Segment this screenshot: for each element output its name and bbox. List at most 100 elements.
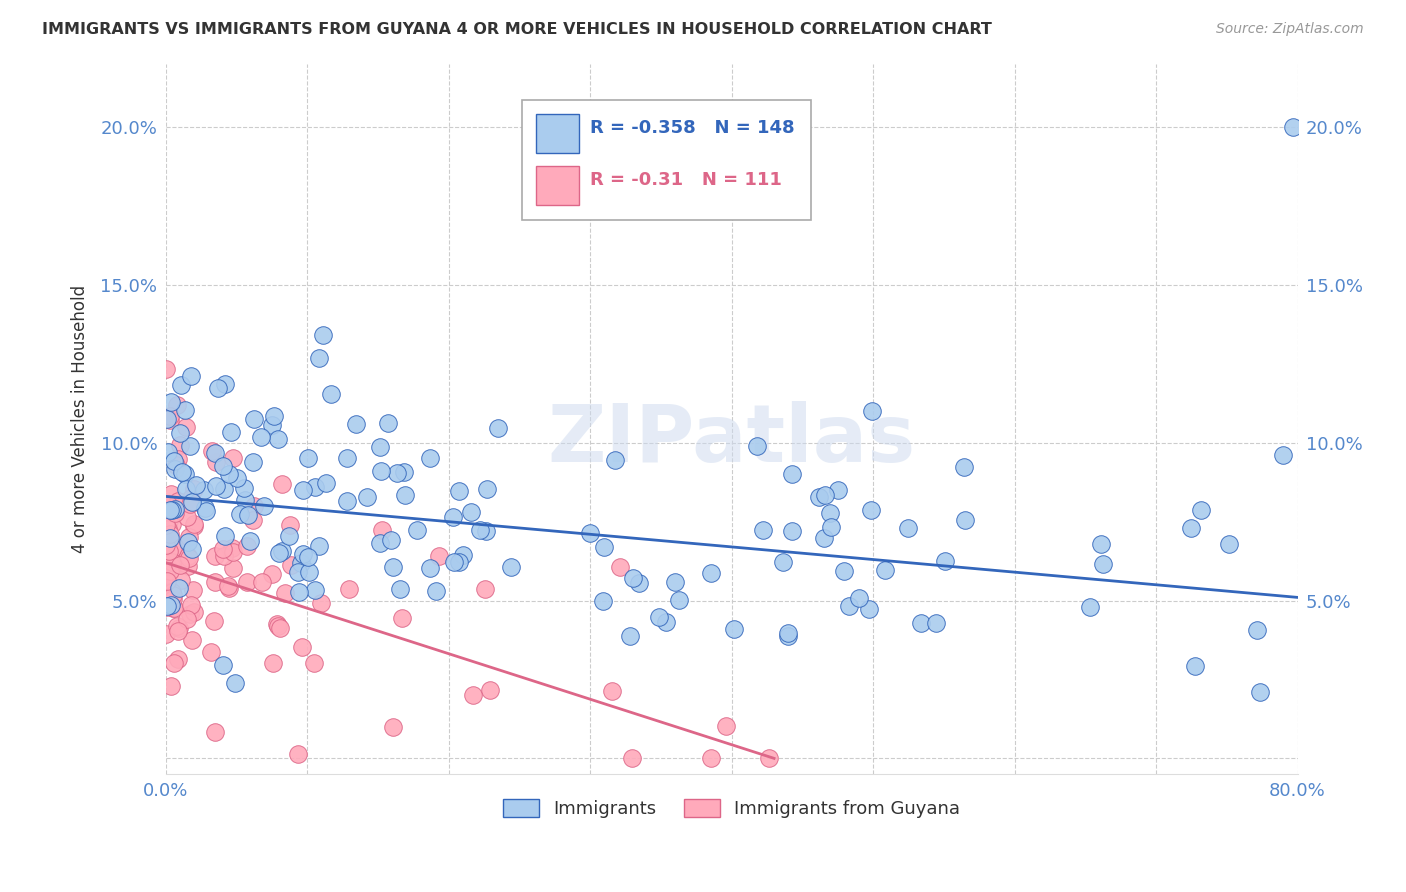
Point <box>174 420 197 434</box>
Point <box>156 574 179 589</box>
Point <box>176 482 198 496</box>
FancyBboxPatch shape <box>522 100 811 220</box>
Point <box>159 503 181 517</box>
Point <box>287 585 309 599</box>
Point <box>194 504 217 518</box>
Point <box>280 517 302 532</box>
Point <box>419 561 441 575</box>
Point <box>253 500 276 514</box>
Point <box>163 600 186 615</box>
Point <box>592 540 614 554</box>
Point <box>381 560 404 574</box>
Point <box>449 483 471 498</box>
Point <box>176 534 198 549</box>
Point <box>159 413 181 427</box>
Point <box>177 559 200 574</box>
Point <box>166 541 188 556</box>
Point <box>181 582 204 597</box>
Point <box>924 616 946 631</box>
Point <box>371 524 394 538</box>
Point <box>780 467 803 482</box>
Y-axis label: 4 or more Vehicles in Household: 4 or more Vehicles in Household <box>72 285 89 553</box>
Point <box>176 612 198 626</box>
Point <box>162 517 184 532</box>
Point <box>204 549 226 564</box>
Point <box>163 656 186 670</box>
Point <box>157 544 180 558</box>
Point <box>170 465 193 479</box>
Point <box>170 378 193 392</box>
Point <box>184 478 207 492</box>
Point <box>159 532 181 546</box>
Point <box>202 615 225 629</box>
Point <box>250 430 273 444</box>
Point <box>699 566 721 581</box>
Point <box>267 618 290 632</box>
Text: ZIPatlas: ZIPatlas <box>547 401 915 479</box>
Point <box>239 534 262 549</box>
Text: R = -0.31   N = 111: R = -0.31 N = 111 <box>591 170 782 189</box>
Point <box>714 719 737 733</box>
Point <box>194 501 217 516</box>
Point <box>1218 537 1240 551</box>
Point <box>859 503 882 517</box>
Point <box>368 441 391 455</box>
Point <box>297 550 319 565</box>
Point <box>260 566 283 581</box>
Point <box>162 454 184 468</box>
Point <box>155 412 177 426</box>
Point <box>211 458 233 473</box>
Point <box>169 425 191 440</box>
Point <box>193 483 215 497</box>
Point <box>222 451 245 466</box>
Point <box>304 480 326 494</box>
Point <box>222 545 245 559</box>
Point <box>451 548 474 562</box>
Point <box>813 488 835 502</box>
Point <box>167 581 190 595</box>
Point <box>425 584 447 599</box>
Point <box>219 425 242 439</box>
Point <box>174 467 197 481</box>
Point <box>156 531 179 545</box>
Point <box>229 507 252 521</box>
Point <box>1272 448 1295 462</box>
Point <box>160 559 183 574</box>
Point <box>205 455 228 469</box>
Point <box>302 657 325 671</box>
Point <box>620 750 643 764</box>
Point <box>723 623 745 637</box>
Point <box>183 516 205 531</box>
Point <box>222 561 245 575</box>
Point <box>183 518 205 533</box>
Point <box>896 521 918 535</box>
Point <box>1091 557 1114 571</box>
Point <box>758 751 780 765</box>
Point <box>745 439 768 453</box>
Point <box>460 505 482 519</box>
Point <box>163 506 186 520</box>
Point <box>377 417 399 431</box>
Point <box>1090 537 1112 551</box>
Point <box>173 403 195 417</box>
Point <box>344 417 367 431</box>
Point <box>160 585 183 599</box>
Point <box>169 438 191 452</box>
Text: IMMIGRANTS VS IMMIGRANTS FROM GUYANA 4 OR MORE VEHICLES IN HOUSEHOLD CORRELATION: IMMIGRANTS VS IMMIGRANTS FROM GUYANA 4 O… <box>42 22 993 37</box>
Point <box>162 555 184 569</box>
Point <box>309 596 332 610</box>
Point <box>159 486 181 500</box>
Point <box>155 517 177 532</box>
Point <box>447 555 470 569</box>
Point <box>394 488 416 502</box>
Point <box>304 582 326 597</box>
Point <box>291 483 314 497</box>
Point <box>394 465 416 479</box>
Point <box>211 657 233 672</box>
Point <box>243 499 266 513</box>
Point <box>860 404 883 418</box>
Point <box>157 515 180 529</box>
Point <box>609 560 631 574</box>
Point <box>1184 659 1206 673</box>
Point <box>212 541 235 556</box>
